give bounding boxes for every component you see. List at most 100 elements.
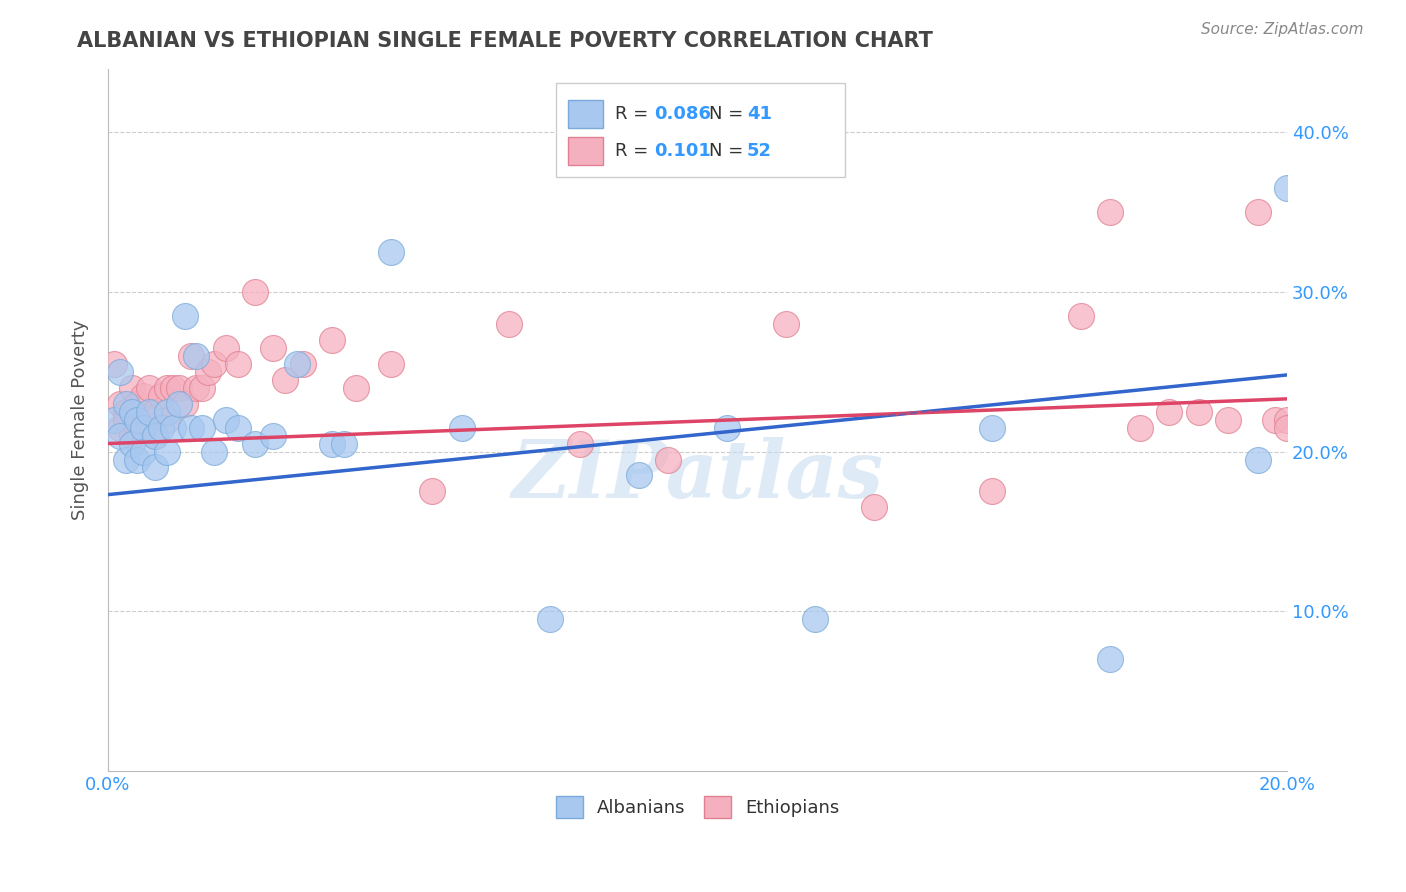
FancyBboxPatch shape bbox=[555, 83, 845, 178]
Point bbox=[226, 357, 249, 371]
Point bbox=[108, 397, 131, 411]
Point bbox=[143, 428, 166, 442]
Point bbox=[285, 357, 308, 371]
Point bbox=[538, 612, 561, 626]
Point bbox=[156, 404, 179, 418]
Point bbox=[1246, 452, 1268, 467]
Text: R =: R = bbox=[614, 142, 659, 160]
Point bbox=[498, 317, 520, 331]
Text: Source: ZipAtlas.com: Source: ZipAtlas.com bbox=[1201, 22, 1364, 37]
Point bbox=[132, 389, 155, 403]
Point bbox=[143, 460, 166, 475]
Point bbox=[274, 373, 297, 387]
Point bbox=[114, 452, 136, 467]
Point bbox=[1275, 420, 1298, 434]
Point bbox=[202, 444, 225, 458]
Point bbox=[167, 381, 190, 395]
Point bbox=[132, 420, 155, 434]
Point bbox=[1099, 205, 1122, 219]
Point bbox=[150, 389, 173, 403]
Text: 0.086: 0.086 bbox=[654, 105, 711, 123]
Point bbox=[108, 420, 131, 434]
Point bbox=[863, 500, 886, 515]
Point bbox=[114, 404, 136, 418]
Point bbox=[1246, 205, 1268, 219]
Point bbox=[173, 309, 195, 323]
Point bbox=[202, 357, 225, 371]
Point bbox=[1070, 309, 1092, 323]
Point bbox=[1129, 420, 1152, 434]
Text: 0.101: 0.101 bbox=[654, 142, 711, 160]
Point bbox=[103, 357, 125, 371]
Text: ZIPatlas: ZIPatlas bbox=[512, 437, 883, 515]
Point bbox=[716, 420, 738, 434]
Point bbox=[262, 341, 284, 355]
Point bbox=[167, 397, 190, 411]
Point bbox=[121, 428, 143, 442]
Point bbox=[143, 428, 166, 442]
Point bbox=[1159, 404, 1181, 418]
Point bbox=[162, 381, 184, 395]
Point bbox=[1264, 412, 1286, 426]
Y-axis label: Single Female Poverty: Single Female Poverty bbox=[72, 319, 89, 520]
Point bbox=[380, 357, 402, 371]
Point bbox=[138, 412, 160, 426]
Point bbox=[1188, 404, 1211, 418]
Point bbox=[156, 444, 179, 458]
Point bbox=[121, 436, 143, 450]
Point bbox=[127, 420, 149, 434]
Point bbox=[180, 420, 202, 434]
Point bbox=[197, 365, 219, 379]
Point bbox=[380, 245, 402, 260]
Point bbox=[138, 404, 160, 418]
Point bbox=[108, 428, 131, 442]
Point bbox=[186, 349, 208, 363]
Point bbox=[215, 412, 238, 426]
Point bbox=[344, 381, 367, 395]
Point bbox=[291, 357, 314, 371]
Point bbox=[156, 381, 179, 395]
Point bbox=[1275, 412, 1298, 426]
Point bbox=[775, 317, 797, 331]
Point bbox=[981, 484, 1004, 499]
Point bbox=[150, 420, 173, 434]
Point bbox=[245, 436, 267, 450]
Point bbox=[180, 349, 202, 363]
Point bbox=[333, 436, 356, 450]
Point bbox=[191, 381, 214, 395]
Point bbox=[108, 365, 131, 379]
Point bbox=[127, 452, 149, 467]
Point bbox=[804, 612, 827, 626]
FancyBboxPatch shape bbox=[568, 100, 603, 128]
FancyBboxPatch shape bbox=[568, 136, 603, 165]
Text: 52: 52 bbox=[747, 142, 772, 160]
Point bbox=[132, 420, 155, 434]
Point bbox=[114, 412, 136, 426]
Point bbox=[173, 397, 195, 411]
Point bbox=[1216, 412, 1239, 426]
Text: R =: R = bbox=[614, 105, 654, 123]
Text: N =: N = bbox=[710, 142, 749, 160]
Point bbox=[226, 420, 249, 434]
Point bbox=[156, 412, 179, 426]
Point bbox=[1099, 652, 1122, 666]
Point bbox=[450, 420, 472, 434]
Point bbox=[420, 484, 443, 499]
Point bbox=[245, 285, 267, 299]
Point bbox=[321, 436, 343, 450]
Point bbox=[568, 436, 591, 450]
Point bbox=[1275, 181, 1298, 195]
Point bbox=[127, 397, 149, 411]
Point bbox=[215, 341, 238, 355]
Point bbox=[143, 404, 166, 418]
Point bbox=[127, 412, 149, 426]
Text: 41: 41 bbox=[747, 105, 772, 123]
Point bbox=[657, 452, 679, 467]
Point bbox=[121, 381, 143, 395]
Point bbox=[162, 420, 184, 434]
Point bbox=[114, 397, 136, 411]
Point bbox=[132, 444, 155, 458]
Point bbox=[191, 420, 214, 434]
Point bbox=[103, 412, 125, 426]
Text: N =: N = bbox=[710, 105, 749, 123]
